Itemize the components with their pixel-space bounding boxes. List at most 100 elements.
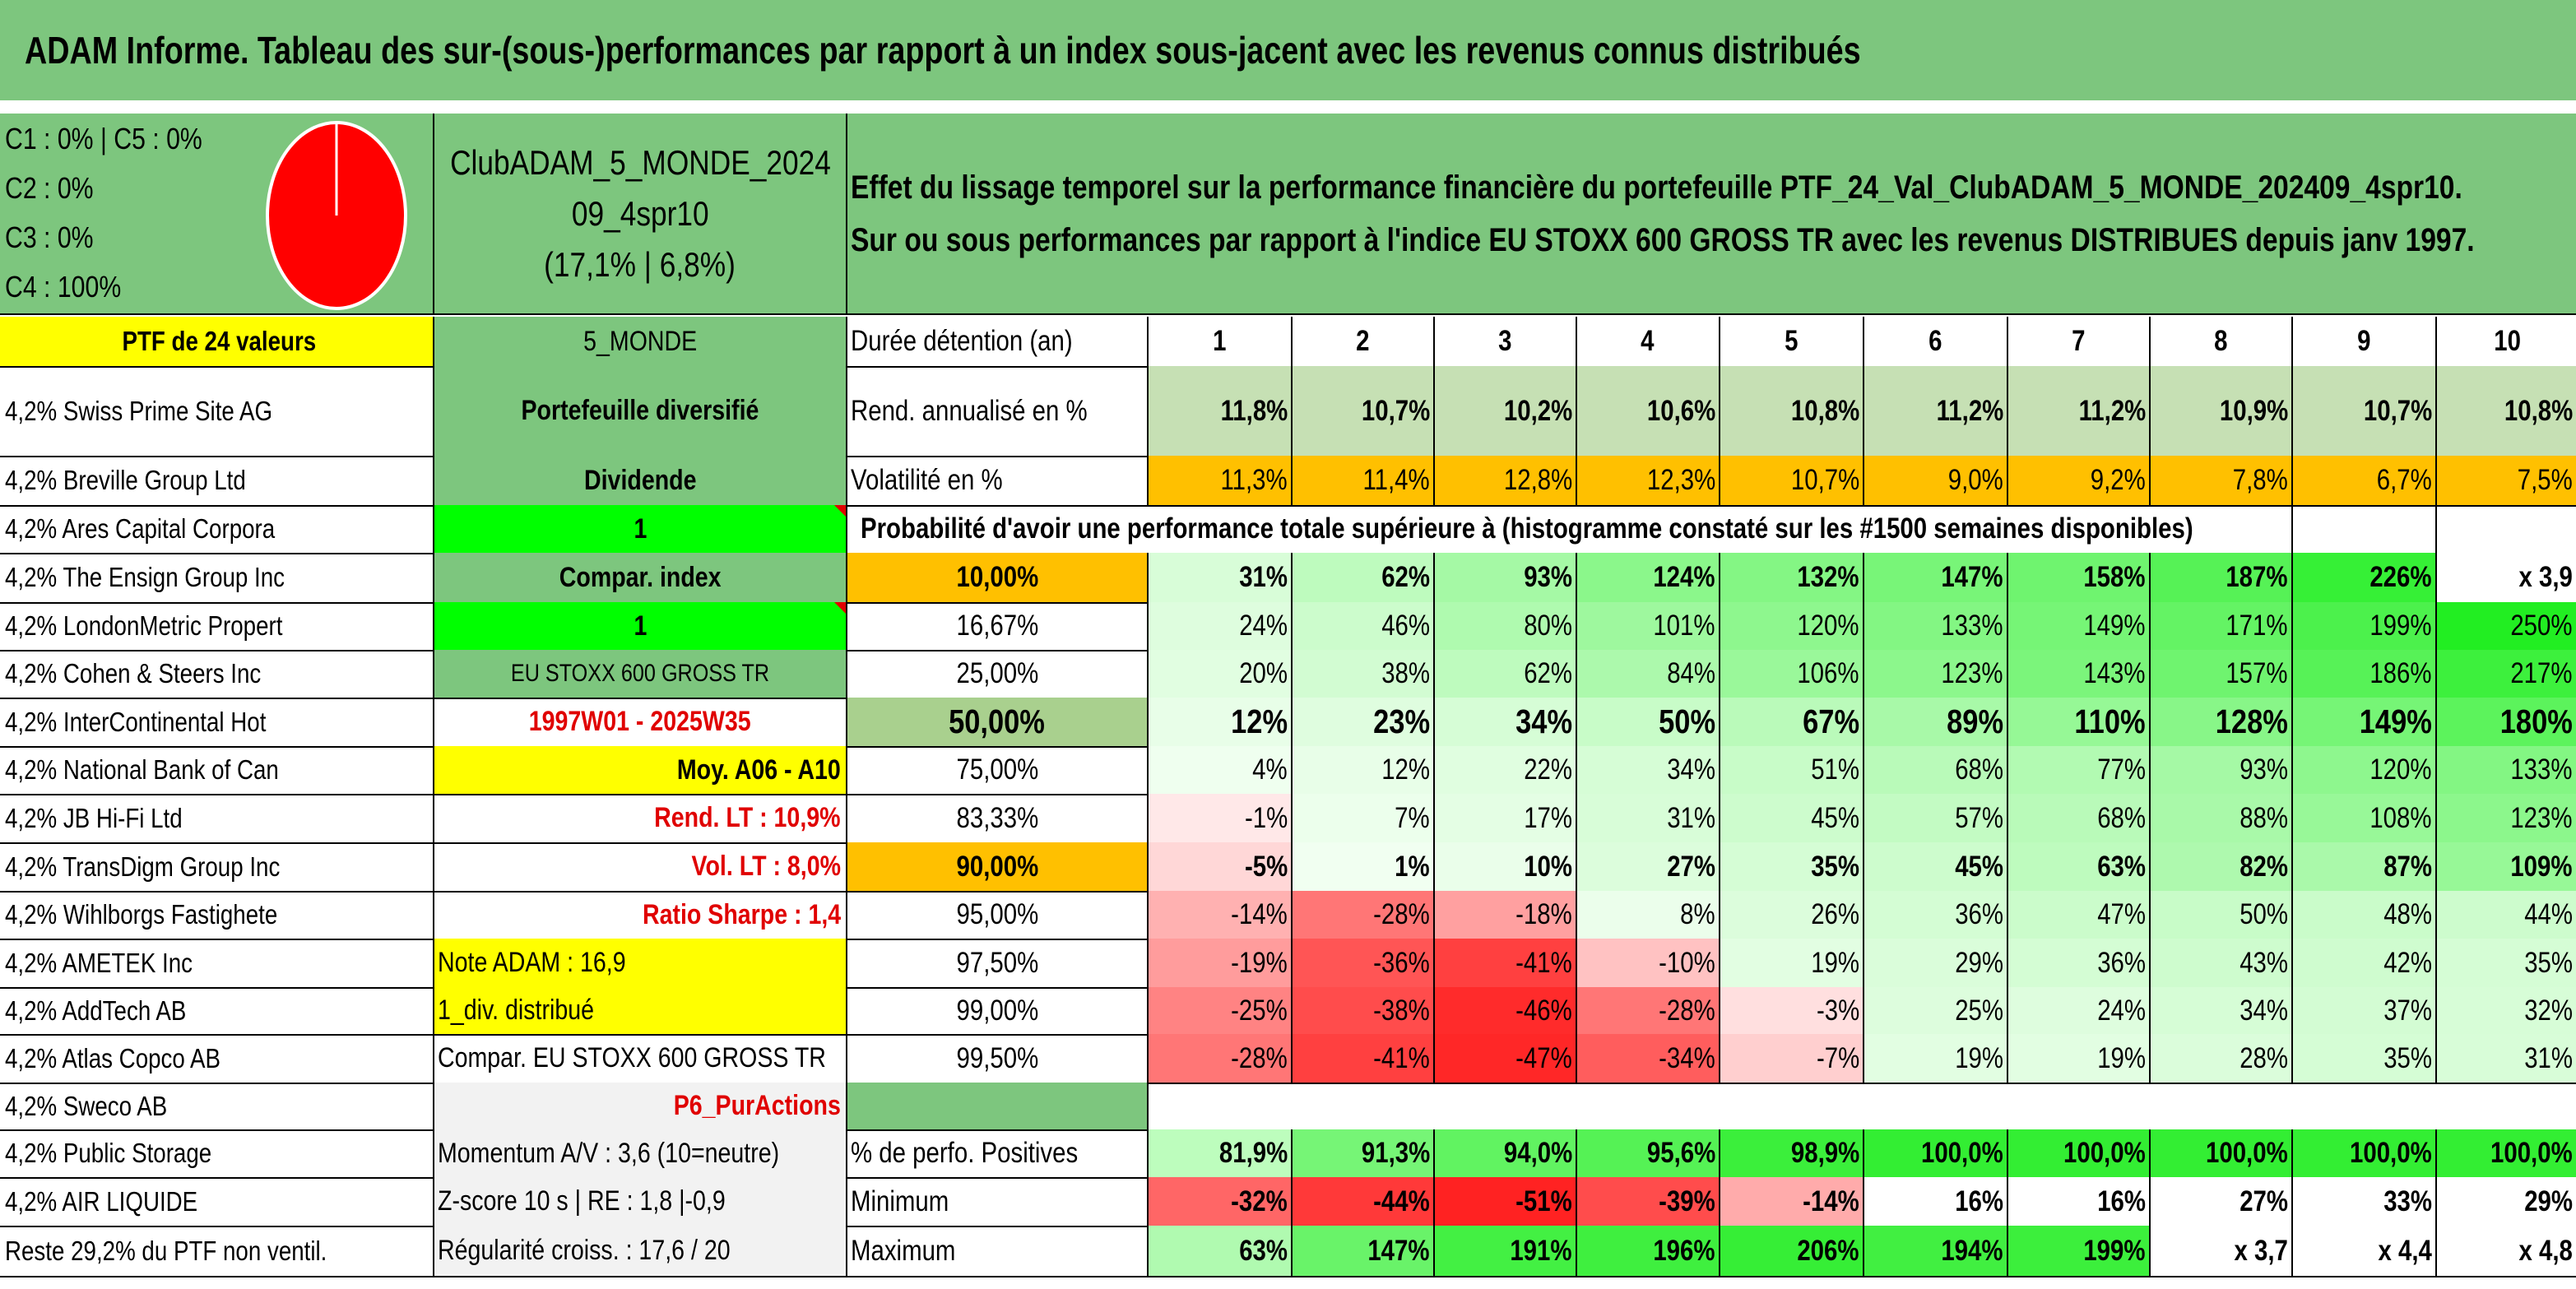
percentile-value: 57% [1864, 794, 2008, 842]
percentile-value: 149% [2008, 602, 2151, 650]
annual-return-value: 11,2% [2008, 366, 2151, 456]
minimum-value: -39% [1577, 1177, 1720, 1226]
percentile-value: -14% [1149, 891, 1293, 939]
percentile-value: 68% [2008, 794, 2151, 842]
portfolio-size-label: PTF de 24 valeurs [0, 317, 434, 366]
table-row: 4,2% Sweco AB P6_PurActions [0, 1083, 2576, 1131]
volatility-value: 11,3% [1149, 456, 1293, 505]
percentile-value: 101% [1577, 602, 1720, 650]
percentile-value: 48% [2293, 891, 2437, 939]
percentile-value: 31% [1577, 794, 1720, 842]
positive-perf-value: 100,0% [2293, 1129, 2437, 1177]
volatility-value: 12,8% [1435, 456, 1577, 505]
portfolio-info-15: P6_PurActions [434, 1083, 847, 1129]
percentile-value: 84% [1577, 650, 1720, 698]
table-row: 4,2% Atlas Copco AB Compar. EU STOXX 600 … [0, 1034, 2576, 1084]
minimum-value: -51% [1435, 1177, 1577, 1226]
percentile-value: -5% [1149, 842, 1293, 891]
portfolio-name-box: ClubADAM_5_MONDE_2024 09_4spr10 (17,1% |… [434, 114, 847, 315]
percentile-value: -25% [1149, 987, 1293, 1034]
percentile-value: 35% [1720, 842, 1864, 891]
percentile-value: 133% [2437, 746, 2576, 794]
percentile-value: 89% [1864, 698, 2008, 746]
percentile-value: 8% [1577, 891, 1720, 939]
percentile-value: 17% [1435, 794, 1577, 842]
percentile-value: 36% [1864, 891, 2008, 939]
table-row: 4,2% InterContinental Hot 1997W01 - 2025W… [0, 698, 2576, 748]
percentile-value: 46% [1293, 602, 1435, 650]
portfolio-name-line3: (17,1% | 6,8%) [544, 244, 736, 284]
percentile-value: 158% [2008, 553, 2151, 602]
table-row: 4,2% AIR LIQUIDE Z-score 10 s | RE : 1,8 … [0, 1177, 2576, 1227]
maximum-value: x 3,7 [2151, 1226, 2293, 1276]
portfolio-name-line2: 09_4spr10 [571, 193, 709, 233]
percentile-value: 10% [1435, 842, 1577, 891]
percentile-label: 75,00% [847, 746, 1149, 794]
percentile-value: 36% [2008, 939, 2151, 987]
duration-value: 8 [2151, 317, 2293, 366]
duration-label: Durée détention (an) [847, 317, 1149, 366]
percentile-value: 199% [2293, 602, 2437, 650]
volatility-value: 9,0% [1864, 456, 2008, 505]
table-row: 4,2% Cohen & Steers Inc EU STOXX 600 GROS… [0, 650, 2576, 699]
maximum-value: x 4,8 [2437, 1226, 2576, 1276]
percentile-value: 37% [2293, 987, 2437, 1034]
positive-perf-value: 81,9% [1149, 1129, 1293, 1177]
percentile-value: 19% [1720, 939, 1864, 987]
table-row: 4,2% Public Storage Momentum A/V : 3,6 (1… [0, 1129, 2576, 1179]
positive-perf-label: % de perfo. Positives [847, 1129, 1149, 1177]
percentile-value: 12% [1149, 698, 1293, 746]
portfolio-info-8: Moy. A06 - A10 [434, 746, 847, 794]
holding-name: 4,2% Atlas Copco AB [0, 1034, 434, 1083]
percentile-value: 24% [2008, 987, 2151, 1034]
positive-perf-value: 94,0% [1435, 1129, 1577, 1177]
percentile-value: 217% [2437, 650, 2576, 698]
annual-return-value: 11,2% [1864, 366, 2008, 456]
percentile-value: 171% [2151, 602, 2293, 650]
percentile-value: -3% [1720, 987, 1864, 1034]
holding-name: 4,2% AMETEK Inc [0, 939, 434, 987]
percentile-value: 35% [2293, 1034, 2437, 1083]
minimum-label: Minimum [847, 1177, 1149, 1226]
percentile-value: 120% [1720, 602, 1864, 650]
percentile-value: 12% [1293, 746, 1435, 794]
percentile-value: 50% [1577, 698, 1720, 746]
minimum-value: 29% [2437, 1177, 2576, 1226]
percentile-value: 4% [1149, 746, 1293, 794]
percentile-value: 124% [1577, 553, 1720, 602]
percentile-value: 19% [1864, 1034, 2008, 1083]
percentile-value: -19% [1149, 939, 1293, 987]
percentile-label: 97,50% [847, 939, 1149, 987]
percentile-value: 45% [1864, 842, 2008, 891]
volatility-value: 7,8% [2151, 456, 2293, 505]
percentile-value: 26% [1720, 891, 1864, 939]
minimum-value: -14% [1720, 1177, 1864, 1226]
percentile-value: 62% [1293, 553, 1435, 602]
positive-perf-value: 100,0% [2008, 1129, 2151, 1177]
percentile-value: 63% [2008, 842, 2151, 891]
percentile-value: 67% [1720, 698, 1864, 746]
holding-name: 4,2% Wihlborgs Fastighete [0, 891, 434, 939]
percentile-value: 109% [2437, 842, 2576, 891]
holding-name: 4,2% The Ensign Group Inc [0, 553, 434, 602]
percentile-label: 95,00% [847, 891, 1149, 939]
percentile-label: 99,50% [847, 1034, 1149, 1083]
percentile-value: 35% [2437, 939, 2576, 987]
duration-value: 7 [2008, 317, 2151, 366]
percentile-value: 68% [1864, 746, 2008, 794]
percentile-value: 132% [1720, 553, 1864, 602]
holding-name: 4,2% Public Storage [0, 1129, 434, 1177]
duration-value: 4 [1577, 317, 1720, 366]
table-row: Reste 29,2% du PTF non ventil. Régularité… [0, 1226, 2576, 1277]
portfolio-name-line1: ClubADAM_5_MONDE_2024 [449, 142, 831, 182]
percentile-value: -7% [1720, 1034, 1864, 1083]
volatility-label: Volatilité en % [847, 456, 1149, 505]
percentile-value: -38% [1293, 987, 1435, 1034]
table-row: PTF de 24 valeurs 5_MONDE Durée détention … [0, 317, 2576, 368]
allocation-pie-chart [266, 121, 407, 310]
portfolio-info-4: Compar. index [434, 553, 847, 602]
percentile-value: 133% [1864, 602, 2008, 650]
annual-return-value: 10,2% [1435, 366, 1577, 456]
portfolio-info-9: Rend. LT : 10,9% [434, 794, 847, 842]
positive-perf-value: 98,9% [1720, 1129, 1864, 1177]
